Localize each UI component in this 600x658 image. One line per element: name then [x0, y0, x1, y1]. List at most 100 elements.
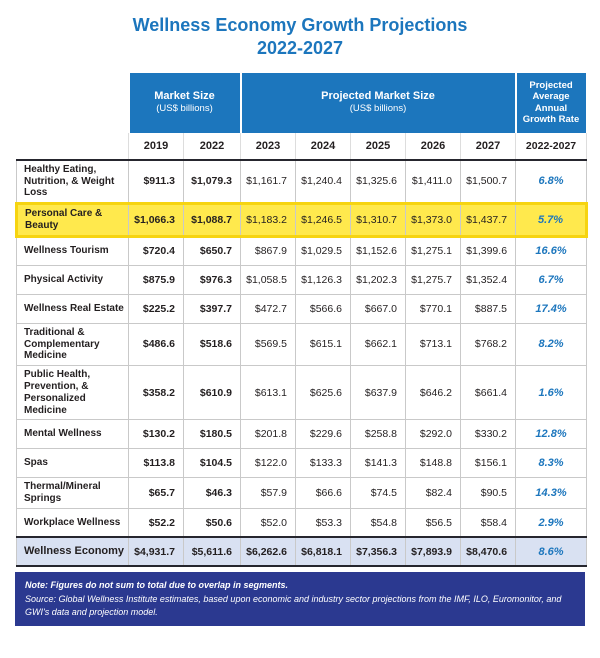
value-cell: $1,500.7: [459, 159, 517, 205]
projected-market-size-label: Projected Market Size: [321, 89, 435, 102]
wellness-projections-page: Wellness Economy Growth Projections 2022…: [15, 14, 589, 627]
value-cell: $358.2: [128, 365, 184, 421]
total-row: Wellness Economy $4,931.7 $5,611.6 $6,262.6…: [16, 536, 588, 568]
year-column-header: 2023: [240, 132, 296, 161]
value-cell: $1,202.3: [350, 264, 406, 295]
value-cell: $82.4: [405, 477, 461, 509]
row-label: Thermal/Mineral Springs: [16, 477, 129, 509]
growth-rate-cell: 8.6%: [515, 536, 588, 568]
group-header-row: Market Size (US$ billions) Projected Mar…: [16, 72, 588, 133]
value-cell: $133.3: [295, 448, 351, 479]
value-cell: $1,066.3: [128, 202, 184, 238]
growth-period-header: 2022-2027: [515, 132, 588, 161]
market-size-unit: (US$ billions): [156, 103, 213, 115]
value-cell: $667.0: [350, 293, 406, 324]
table-row: Spas $113.8 $104.5 $122.0 $133.3 $141.3 $148.8…: [16, 448, 588, 479]
year-column-header: 2022: [183, 132, 241, 161]
value-cell: $148.8: [405, 448, 461, 479]
year-column-header: 2024: [295, 132, 351, 161]
row-label: Wellness Tourism: [16, 235, 129, 266]
value-cell: $1,126.3: [295, 264, 351, 295]
table-body: Healthy Eating, Nutrition, & Weight Loss…: [15, 159, 589, 568]
value-cell: $90.5: [459, 477, 517, 509]
value-cell: $1,325.6: [350, 159, 406, 205]
value-cell: $1,152.6: [350, 235, 406, 266]
growth-rate-cell: 1.6%: [515, 365, 588, 421]
projected-market-size-group-header: Projected Market Size (US$ billions): [239, 72, 517, 133]
value-cell: $6,262.6: [240, 536, 296, 568]
value-cell: $720.4: [128, 235, 184, 266]
growth-rate-cell: 6.8%: [515, 159, 588, 205]
value-cell: $1,352.4: [459, 264, 517, 295]
value-cell: $661.4: [459, 365, 517, 421]
market-size-label: Market Size: [154, 89, 215, 102]
value-cell: $875.9: [128, 264, 184, 295]
value-cell: $229.6: [295, 419, 351, 450]
value-cell: $397.7: [183, 293, 241, 324]
value-cell: $887.5: [459, 293, 517, 324]
row-label: Spas: [16, 448, 129, 479]
value-cell: $5,611.6: [183, 536, 241, 568]
value-cell: $7,356.3: [350, 536, 406, 568]
value-cell: $7,893.9: [405, 536, 461, 568]
value-cell: $201.8: [240, 419, 296, 450]
page-title-line2: 2022-2027: [256, 38, 344, 59]
page-title: Wellness Economy Growth Projections 2022…: [15, 14, 585, 61]
growth-rate-cell: 12.8%: [515, 419, 588, 450]
value-cell: $1,183.2: [240, 202, 296, 238]
value-cell: $1,246.5: [295, 202, 351, 238]
table-row: Workplace Wellness $52.2 $50.6 $52.0 $53.3 $5…: [16, 507, 588, 538]
corner-spacer: [16, 132, 129, 161]
value-cell: $258.8: [350, 419, 406, 450]
value-cell: $52.2: [128, 507, 184, 538]
growth-rate-cell: 2.9%: [515, 507, 588, 538]
value-cell: $1,373.0: [405, 202, 461, 238]
value-cell: $911.3: [128, 159, 184, 205]
growth-rate-cell: 8.3%: [515, 448, 588, 479]
value-cell: $1,275.7: [405, 264, 461, 295]
market-size-group-header: Market Size (US$ billions): [127, 72, 242, 133]
value-cell: $50.6: [183, 507, 241, 538]
table-row: Wellness Tourism $720.4 $650.7 $867.9 $1,029…: [16, 235, 588, 266]
row-label: Wellness Economy: [16, 536, 129, 568]
value-cell: $4,931.7: [128, 536, 184, 568]
value-cell: $566.6: [295, 293, 351, 324]
row-label: Mental Wellness: [16, 419, 129, 450]
value-cell: $976.3: [183, 264, 241, 295]
value-cell: $56.5: [405, 507, 461, 538]
row-label: Healthy Eating, Nutrition, & Weight Loss: [16, 159, 129, 205]
value-cell: $713.1: [405, 322, 461, 367]
row-label: Traditional & Complementary Medicine: [16, 322, 129, 367]
row-label: Personal Care & Beauty: [15, 202, 129, 238]
value-cell: $74.5: [350, 477, 406, 509]
value-cell: $104.5: [183, 448, 241, 479]
value-cell: $650.7: [183, 235, 241, 266]
value-cell: $65.7: [128, 477, 184, 509]
value-cell: $569.5: [240, 322, 296, 367]
projected-market-size-unit: (US$ billions): [349, 103, 407, 115]
year-column-header: 2019: [128, 132, 184, 161]
value-cell: $486.6: [128, 322, 184, 367]
growth-rate-cell: 14.3%: [515, 477, 588, 509]
table-row: Physical Activity $875.9 $976.3 $1,058.5 $1,…: [16, 264, 588, 295]
year-column-header: 2027: [459, 132, 517, 161]
table-row: Thermal/Mineral Springs $65.7 $46.3 $57.9 $6…: [16, 477, 588, 509]
value-cell: $770.1: [405, 293, 461, 324]
table-row: Healthy Eating, Nutrition, & Weight Loss…: [16, 159, 588, 205]
row-label: Wellness Real Estate: [16, 293, 129, 324]
year-column-header: 2025: [350, 132, 406, 161]
value-cell: $57.9: [240, 477, 296, 509]
table-row: Wellness Real Estate $225.2 $397.7 $472.7 $5…: [16, 293, 588, 324]
table-row: Personal Care & Beauty $1,066.3 $1,088.7 $1…: [15, 202, 589, 238]
table-row: Mental Wellness $130.2 $180.5 $201.8 $229.6 $…: [16, 419, 588, 450]
value-cell: $615.1: [295, 322, 351, 367]
table-row: Public Health, Prevention, & Personalize…: [16, 365, 588, 421]
row-label: Workplace Wellness: [16, 507, 129, 538]
corner-spacer: [16, 72, 129, 133]
row-label: Public Health, Prevention, & Personalize…: [16, 365, 129, 421]
value-cell: $1,399.6: [459, 235, 517, 266]
year-header-row: 2019 2022 2023 2024 2025 2026 2027 2022-2027: [16, 132, 588, 161]
page-title-line1: Wellness Economy Growth Projections: [132, 15, 468, 35]
growth-rate-cell: 8.2%: [515, 322, 588, 367]
footnote-note: Note: Figures do not sum to total due to…: [25, 580, 289, 591]
